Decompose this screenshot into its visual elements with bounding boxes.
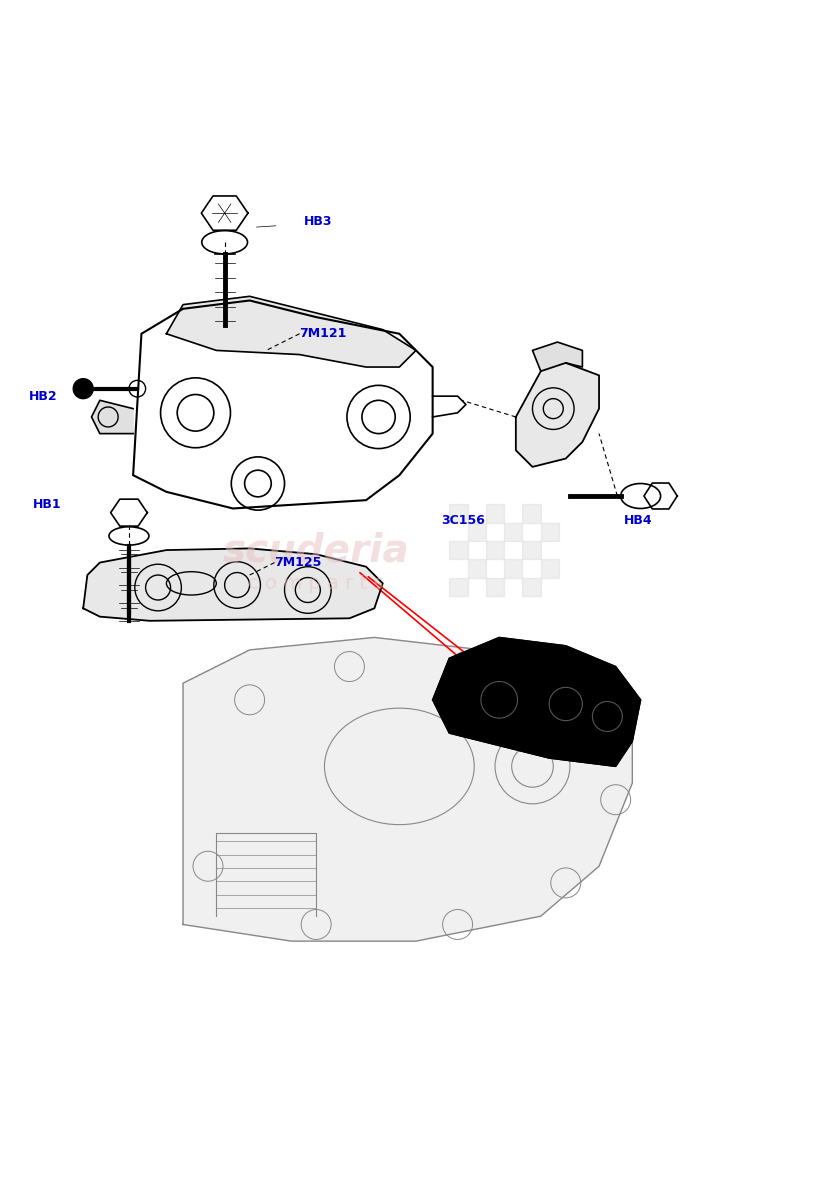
Text: 3C156: 3C156 xyxy=(441,515,485,528)
Bar xyxy=(522,577,541,596)
Text: scuderia: scuderia xyxy=(223,532,409,569)
Text: HB3: HB3 xyxy=(304,215,332,228)
Text: 7M121: 7M121 xyxy=(300,328,347,341)
Polygon shape xyxy=(183,637,632,941)
Text: HB4: HB4 xyxy=(624,515,652,528)
Bar xyxy=(486,541,504,559)
Polygon shape xyxy=(83,548,383,620)
Bar xyxy=(468,523,486,541)
Bar xyxy=(449,504,468,523)
Polygon shape xyxy=(92,401,133,433)
Bar xyxy=(522,504,541,523)
Text: HB2: HB2 xyxy=(29,390,57,403)
Bar xyxy=(541,559,559,577)
Bar xyxy=(449,577,468,596)
Bar xyxy=(504,559,522,577)
Bar xyxy=(541,523,559,541)
Text: HB1: HB1 xyxy=(33,498,62,511)
Bar xyxy=(522,541,541,559)
Polygon shape xyxy=(516,362,599,467)
Text: 7M125: 7M125 xyxy=(275,556,322,569)
Bar xyxy=(468,559,486,577)
Bar xyxy=(486,504,504,523)
Polygon shape xyxy=(532,342,582,371)
Polygon shape xyxy=(433,637,641,767)
Text: c o m p a r t s: c o m p a r t s xyxy=(249,574,384,593)
Bar xyxy=(486,577,504,596)
Bar xyxy=(449,541,468,559)
Polygon shape xyxy=(166,296,416,367)
Bar xyxy=(504,523,522,541)
Circle shape xyxy=(73,379,93,398)
